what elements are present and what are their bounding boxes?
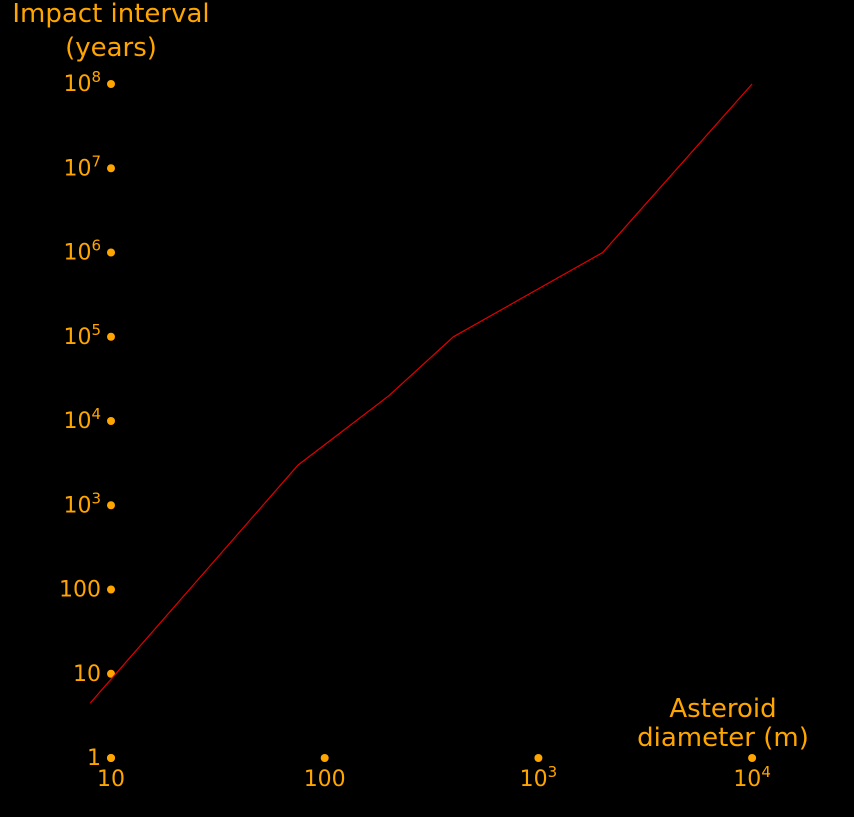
y-axis-ticks: 1 10 100 103 104 105 106 107 108 [59, 68, 115, 771]
x-tick-label: 10 [97, 767, 125, 792]
x-tick-label: 103 [520, 763, 558, 792]
x-axis-label-line: Asteroid [669, 694, 776, 724]
x-tick-mark [320, 754, 329, 762]
y-tick-mark [107, 585, 115, 594]
y-tick-mark [107, 417, 115, 425]
x-axis-label-line: diameter (m) [637, 723, 809, 753]
y-axis-label: Impact interval (years) [12, 0, 209, 63]
y-tick-label: 104 [63, 405, 101, 434]
y-tick-mark [107, 501, 115, 510]
x-tick-mark [107, 754, 115, 762]
x-tick-mark [748, 754, 757, 762]
x-tick-label: 100 [304, 767, 346, 792]
plot-series [89, 83, 753, 704]
y-tick-mark [107, 669, 115, 678]
series-line [89, 83, 753, 704]
y-tick-mark [107, 332, 115, 341]
y-tick-label: 108 [63, 68, 101, 97]
y-tick-label: 10 [73, 662, 101, 687]
y-tick-label: 107 [63, 152, 101, 181]
y-tick-label: 105 [63, 321, 101, 350]
y-tick-mark [107, 80, 115, 88]
x-axis-ticks: 10 100 103 104 [97, 754, 771, 792]
y-tick-label: 1 [87, 746, 101, 771]
y-tick-mark [107, 164, 115, 173]
y-axis-label-line: (years) [65, 33, 157, 63]
y-tick-label: 100 [59, 578, 101, 603]
y-tick-label: 103 [63, 489, 101, 518]
y-axis-label-line: Impact interval [12, 0, 209, 29]
x-tick-label: 104 [733, 763, 771, 792]
x-tick-mark [534, 754, 543, 762]
y-tick-label: 106 [63, 237, 101, 266]
y-tick-mark [107, 248, 115, 257]
